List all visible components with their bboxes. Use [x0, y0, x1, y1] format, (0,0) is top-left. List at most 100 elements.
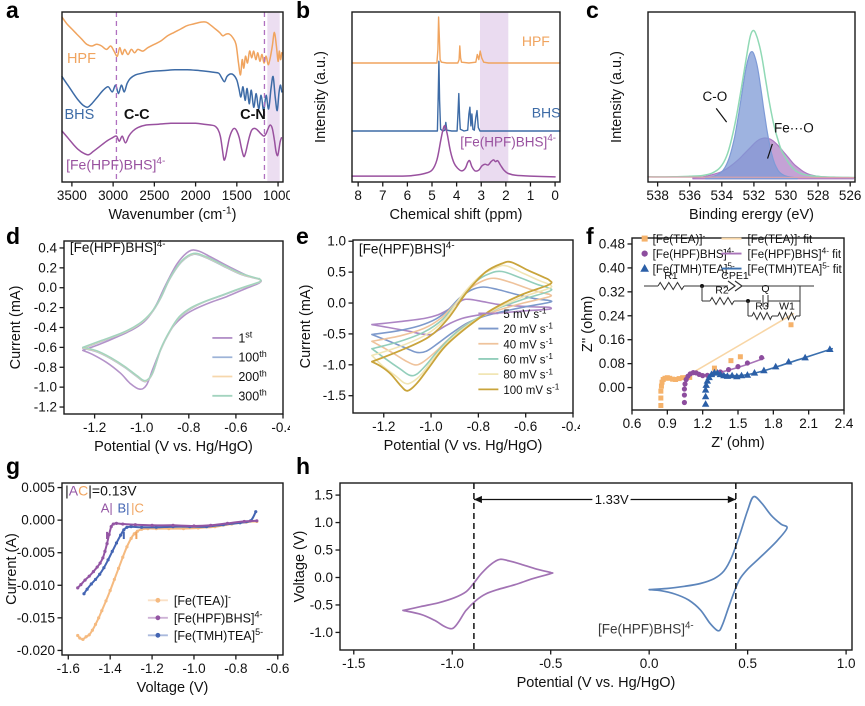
- legend-label: 200th: [238, 368, 266, 384]
- circuit-label: R3: [755, 301, 769, 313]
- data-marker: [209, 523, 213, 527]
- y-tick-label: -0.2: [34, 300, 57, 315]
- panel-a: a 3500 3000 2500 2000 1500 1000 Wavenumber (cm…: [0, 0, 290, 226]
- legend-label: 100 mV s-1: [503, 382, 559, 396]
- data-marker: [83, 578, 87, 582]
- circuit-label: R2: [715, 285, 729, 297]
- series-fe-hpf-bhs-lsv: [76, 519, 258, 589]
- highlight-band: [480, 12, 509, 182]
- annotation-text: 1.33V: [595, 492, 629, 507]
- data-marker: [737, 371, 746, 379]
- circuit-cpe-icon: [727, 280, 737, 292]
- series-fe-hpf-bhs-nmr: [351, 124, 556, 178]
- y-tick-label: -0.005: [17, 545, 55, 560]
- legend-label: 20 mV s-1: [503, 322, 553, 336]
- panel-e: e -1.2-1.0-0.8-0.6-0.41.00.50.0-0.5-1.0-…: [290, 223, 580, 456]
- data-marker: [784, 357, 793, 365]
- circuit-cpe-icon: [734, 280, 744, 292]
- x-tick-label: 532: [743, 188, 766, 203]
- data-marker: [89, 582, 93, 586]
- x-tick-label: 536: [678, 188, 701, 203]
- y-tick-label: -1.2: [34, 400, 57, 415]
- cv-scanrate-chart: -1.2 -1.0 -0.8 -0.6 -0.4 1.0 0.5 0.0 -0.5 -1.0 -1.…: [298, 234, 580, 454]
- y-tick-label: 0.2: [38, 260, 57, 275]
- annotation-text: [Fe(HPF)BHS]4-: [66, 156, 165, 172]
- y-axis-label: Intensity (a.u.): [609, 51, 625, 143]
- data-marker: [87, 574, 91, 578]
- data-marker: [681, 386, 688, 392]
- panel-letter-h: h: [296, 453, 311, 479]
- data-marker: [700, 373, 706, 379]
- data-marker: [641, 235, 648, 242]
- x-tick-label: 2: [502, 188, 510, 203]
- x-tick-label: -1.0: [441, 656, 464, 671]
- x-tick-label: 528: [807, 188, 830, 203]
- x-tick-label: 530: [775, 188, 798, 203]
- x-tick-label: 2.4: [835, 416, 854, 431]
- data-marker: [744, 360, 751, 366]
- annotation-text: [Fe(HPF)BHS]4-: [598, 620, 694, 636]
- x-tick-label: 2.1: [799, 416, 818, 431]
- y-tick-label: -0.020: [17, 643, 55, 658]
- y-axis-label: Current (mA): [298, 285, 314, 369]
- panel-letter-g: g: [6, 453, 21, 479]
- x-axis-label: Chemical shift (ppm): [390, 207, 523, 223]
- legend-label: 300th: [238, 388, 266, 404]
- x-tick-label: 2500: [139, 188, 169, 203]
- data-marker: [112, 577, 116, 582]
- y-tick-label: -1.0: [323, 357, 346, 372]
- x-tick-label: 538: [646, 188, 669, 203]
- data-marker: [97, 616, 101, 620]
- data-marker: [93, 622, 98, 626]
- data-marker: [129, 536, 133, 540]
- annotation-text: BHS: [532, 104, 561, 120]
- circuit-label: CPE1: [721, 270, 749, 282]
- legend-label: [Fe(HPF)BHS]4-: [653, 247, 735, 261]
- data-marker: [150, 523, 154, 527]
- data-marker: [121, 522, 125, 526]
- data-marker: [108, 588, 112, 593]
- circuit-label: R1: [664, 270, 678, 282]
- data-marker: [681, 392, 688, 398]
- series-cycle-300: [82, 252, 262, 382]
- series-bhs-ftir: [61, 68, 283, 112]
- x-tick-label: 2000: [181, 188, 211, 203]
- x-tick-label: -0.8: [177, 420, 200, 435]
- plot-frame: [352, 239, 574, 414]
- y-tick-label: -0.015: [17, 610, 55, 625]
- data-marker: [667, 375, 673, 381]
- annotation-line: [715, 107, 728, 123]
- data-marker: [111, 522, 115, 526]
- panel-letter-f: f: [586, 223, 594, 249]
- data-marker: [682, 381, 688, 387]
- y-axis-label: Voltage (V): [292, 531, 308, 603]
- legend-label: [Fe(TEA)]- fit: [748, 232, 814, 246]
- data-marker: [225, 521, 230, 525]
- y-axis-label: Current (mA): [8, 286, 24, 370]
- data-marker: [79, 583, 83, 587]
- data-marker: [90, 628, 94, 632]
- data-marker: [95, 565, 99, 569]
- data-marker: [750, 369, 759, 376]
- x-tick-label: -0.8: [467, 419, 490, 434]
- data-marker: [85, 587, 89, 591]
- arrow-head: [473, 495, 482, 504]
- data-marker: [114, 521, 119, 525]
- data-marker: [76, 633, 80, 638]
- series-scan-80mvs: [371, 264, 553, 385]
- data-marker: [788, 322, 794, 328]
- data-marker: [701, 400, 710, 407]
- x-tick-label: 1000: [263, 188, 290, 203]
- data-marker: [125, 545, 129, 549]
- y-tick-label: -1.0: [310, 625, 333, 640]
- data-marker: [192, 524, 196, 528]
- data-marker: [659, 379, 665, 385]
- series-c-o-peak: [705, 51, 798, 180]
- panel-letter-b: b: [296, 0, 311, 23]
- data-marker: [801, 353, 809, 361]
- data-marker: [154, 525, 158, 529]
- lsv-chart: -1.6 -1.4 -1.2 -1.0 -0.8 -0.6 0.005 0.000 -0.005…: [4, 480, 289, 696]
- data-marker: [760, 366, 768, 374]
- data-marker: [91, 570, 96, 574]
- data-marker: [680, 375, 686, 381]
